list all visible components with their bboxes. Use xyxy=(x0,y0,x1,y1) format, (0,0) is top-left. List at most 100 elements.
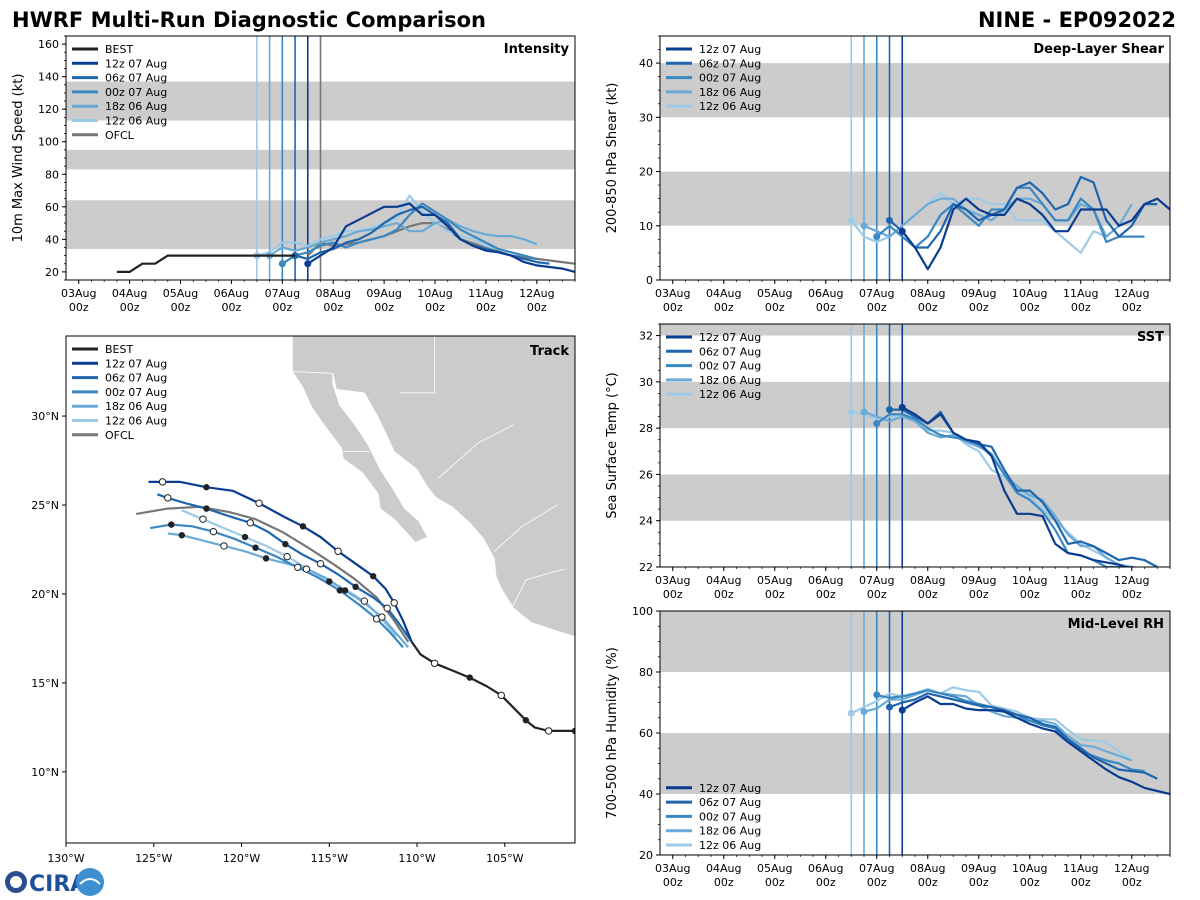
x-tick-label: 07Aug xyxy=(859,574,894,587)
x-tick-label: 125°W xyxy=(135,852,172,865)
init-point xyxy=(886,406,893,414)
init-point xyxy=(304,260,312,268)
x-tick-label: 11Aug xyxy=(1063,574,1098,587)
y-tick-label: 80 xyxy=(639,666,653,679)
day-marker xyxy=(178,532,186,539)
x-tick-label: 05Aug xyxy=(757,574,792,587)
day-marker xyxy=(352,583,359,591)
land-mainland xyxy=(291,336,575,638)
x-tick-label: 09Aug xyxy=(366,287,401,300)
legend-label: 06z 07 Aug xyxy=(699,796,761,809)
half-day-marker xyxy=(255,499,263,507)
x-tick-label: 08Aug xyxy=(315,287,350,300)
legend-label: 00z 07 Aug xyxy=(105,386,167,399)
legend-label: 18z 06 Aug xyxy=(105,100,167,113)
track-line-00z-07-aug xyxy=(150,523,404,649)
half-day-marker xyxy=(283,552,291,561)
x-tick-sublabel: 00z xyxy=(969,876,989,889)
legend-label: 12z 07 Aug xyxy=(699,43,761,56)
half-day-marker xyxy=(220,542,228,550)
x-tick-sublabel: 00z xyxy=(1020,588,1040,601)
y-tick-label: 60 xyxy=(639,727,653,740)
x-tick-sublabel: 00z xyxy=(1071,588,1091,601)
legend-label: BEST xyxy=(105,43,133,56)
x-tick-label: 05Aug xyxy=(163,287,198,300)
half-day-marker xyxy=(199,515,207,523)
x-tick-label: 08Aug xyxy=(910,574,945,587)
state-border xyxy=(494,504,558,552)
day-marker xyxy=(241,533,249,541)
half-day-marker xyxy=(302,565,311,573)
y-tick-label: 20 xyxy=(639,849,653,862)
series-line-18z-06-aug xyxy=(863,689,1133,762)
y-tick-label: 100 xyxy=(38,136,59,149)
x-tick-label: 110°W xyxy=(398,852,435,865)
y-tick-label: 40 xyxy=(45,233,59,246)
track-line-best xyxy=(410,641,575,733)
x-tick-label: 05Aug xyxy=(757,862,792,875)
x-tick-sublabel: 00z xyxy=(765,301,785,314)
y-tick-label: 10 xyxy=(639,220,653,233)
init-point xyxy=(847,709,855,717)
panel-title: Mid-Level RH xyxy=(1068,617,1164,632)
day-marker xyxy=(203,484,210,491)
x-tick-sublabel: 00z xyxy=(816,588,836,601)
legend-label: 00z 07 Aug xyxy=(699,360,761,373)
legend-label: 12z 06 Aug xyxy=(699,100,761,113)
init-point xyxy=(847,408,855,416)
legend-label: BEST xyxy=(105,343,133,356)
legend-label: 06z 07 Aug xyxy=(105,72,167,85)
plot-frame xyxy=(65,335,576,844)
x-tick-label: 04Aug xyxy=(706,287,741,300)
legend-label: 00z 07 Aug xyxy=(699,72,761,85)
legend-label: 00z 07 Aug xyxy=(699,810,761,823)
x-tick-sublabel: 00z xyxy=(663,588,683,601)
x-tick-label: 09Aug xyxy=(961,287,996,300)
x-tick-sublabel: 00z xyxy=(1122,588,1142,601)
y-tick-label: 20 xyxy=(639,166,653,179)
series-line-00z-07-aug xyxy=(876,413,1138,567)
track-line-18z-06-aug xyxy=(167,532,410,649)
x-tick-sublabel: 00z xyxy=(374,301,394,314)
gray-band xyxy=(660,63,1170,118)
init-point xyxy=(898,227,906,235)
legend-label: 12z 06 Aug xyxy=(105,115,167,128)
x-tick-sublabel: 00z xyxy=(663,876,683,889)
storm-id: NINE - EP092022 xyxy=(978,8,1176,32)
half-day-marker xyxy=(246,519,254,527)
x-tick-sublabel: 00z xyxy=(867,301,887,314)
x-tick-sublabel: 00z xyxy=(425,301,445,314)
init-point xyxy=(860,708,868,716)
half-day-marker xyxy=(390,599,398,607)
series-line-12z-07-aug xyxy=(901,406,1129,567)
y-tick-label: 24 xyxy=(639,515,653,528)
x-tick-label: 11Aug xyxy=(1063,862,1098,875)
y-tick-label: 20°N xyxy=(31,588,59,601)
cira-logo: CIRA xyxy=(5,868,104,897)
x-tick-label: 04Aug xyxy=(706,862,741,875)
day-marker xyxy=(369,572,377,580)
series-line-12z-07-aug xyxy=(901,695,1170,796)
legend-label: OFCL xyxy=(105,129,135,142)
legend-label: OFCL xyxy=(105,429,135,442)
gray-band xyxy=(660,324,1170,336)
half-day-marker xyxy=(209,527,218,536)
day-marker xyxy=(262,555,270,562)
y-tick-label: 22 xyxy=(639,561,653,574)
x-tick-sublabel: 00z xyxy=(1071,301,1091,314)
x-tick-label: 12Aug xyxy=(1114,287,1149,300)
init-point xyxy=(898,403,906,411)
panel-rh: 2040608010003Aug00z04Aug00z05Aug00z06Aug… xyxy=(605,605,1171,889)
init-point xyxy=(873,420,881,428)
legend-label: 12z 06 Aug xyxy=(105,415,167,428)
half-day-marker xyxy=(378,613,386,621)
half-day-marker xyxy=(383,604,391,612)
x-tick-sublabel: 00z xyxy=(663,301,683,314)
x-tick-sublabel: 00z xyxy=(816,301,836,314)
day-marker xyxy=(522,717,530,724)
y-tick-label: 60 xyxy=(45,201,59,214)
gray-band xyxy=(660,611,1170,672)
day-marker xyxy=(571,727,575,735)
x-tick-label: 07Aug xyxy=(859,287,894,300)
